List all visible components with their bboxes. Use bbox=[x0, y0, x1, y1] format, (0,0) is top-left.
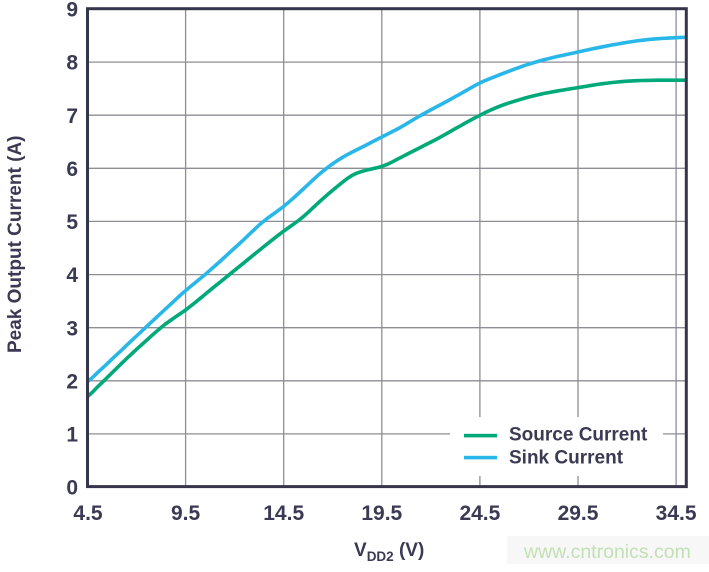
svg-text:4.5: 4.5 bbox=[73, 502, 103, 525]
svg-text:3: 3 bbox=[66, 317, 78, 340]
svg-text:0: 0 bbox=[66, 477, 78, 500]
svg-text:8: 8 bbox=[66, 52, 78, 75]
svg-text:14.5: 14.5 bbox=[263, 502, 304, 525]
svg-text:7: 7 bbox=[66, 105, 78, 128]
svg-text:1: 1 bbox=[66, 424, 78, 447]
svg-text:Source Current: Source Current bbox=[509, 425, 648, 446]
svg-text:24.5: 24.5 bbox=[459, 502, 500, 525]
svg-text:Peak Output Current (A): Peak Output Current (A) bbox=[5, 136, 26, 353]
svg-text:29.5: 29.5 bbox=[558, 502, 599, 525]
svg-text:2: 2 bbox=[66, 370, 78, 393]
svg-text:www.cntronics.com: www.cntronics.com bbox=[523, 541, 691, 563]
svg-text:5: 5 bbox=[66, 211, 78, 234]
svg-text:Sink Current: Sink Current bbox=[509, 448, 624, 469]
svg-text:4: 4 bbox=[66, 264, 78, 287]
svg-text:19.5: 19.5 bbox=[361, 502, 402, 525]
svg-text:6: 6 bbox=[66, 158, 78, 181]
svg-text:VDD2 (V): VDD2 (V) bbox=[354, 540, 424, 564]
svg-text:9.5: 9.5 bbox=[171, 502, 201, 525]
svg-text:34.5: 34.5 bbox=[656, 502, 697, 525]
svg-text:9: 9 bbox=[66, 0, 78, 22]
